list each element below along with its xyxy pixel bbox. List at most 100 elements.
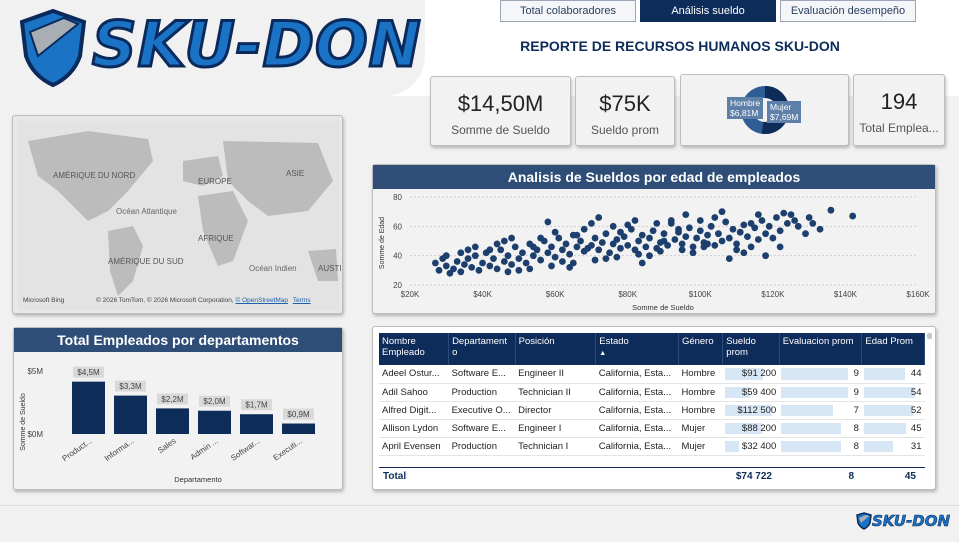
scatter-point-131[interactable] [573, 231, 581, 239]
scatter-point-143[interactable] [551, 228, 559, 236]
scatter-point-85[interactable] [740, 221, 748, 229]
scatter-point-23[interactable] [515, 255, 523, 262]
scatter-point-10[interactable] [468, 264, 476, 271]
scatter-point-40[interactable] [577, 237, 584, 245]
scatter-point-27[interactable] [529, 252, 537, 260]
scatter-point-22[interactable] [511, 243, 519, 251]
scatter-point-82[interactable] [729, 225, 737, 233]
scatter-point-136[interactable] [529, 243, 537, 251]
scatter-point-122[interactable] [595, 214, 603, 221]
scatter-point-7[interactable] [457, 268, 465, 276]
col-header-department[interactable]: Departament o [448, 333, 516, 365]
scatter-point-115[interactable] [689, 249, 697, 257]
scatter-point-142[interactable] [508, 234, 515, 242]
table-row[interactable]: April Evensen Production Technician I Calif… [379, 437, 925, 456]
scatter-point-96[interactable] [780, 209, 788, 217]
scatter-point-123[interactable] [638, 259, 646, 267]
salary-age-scatter[interactable]: Analisis de Sueldos por edad de empleado… [372, 164, 936, 314]
scatter-point-24[interactable] [519, 249, 526, 257]
scatter-point-95[interactable] [776, 227, 784, 235]
scatter-point-63[interactable] [660, 230, 668, 238]
scatter-point-81[interactable] [725, 234, 733, 242]
scatter-point-155[interactable] [613, 253, 621, 261]
tab-evaluacion-desempeno[interactable]: Evaluación desempeño [780, 0, 916, 22]
scatter-point-138[interactable] [486, 246, 494, 254]
scatter-point-117[interactable] [733, 246, 740, 254]
col-header-salary[interactable]: Sueldo prom [722, 333, 780, 365]
scatter-point-57[interactable] [638, 231, 646, 239]
scatter-point-90[interactable] [758, 217, 766, 224]
col-header-state[interactable]: Estado ▲ [595, 333, 679, 365]
scatter-point-25[interactable] [522, 259, 530, 267]
scatter-point-15[interactable] [486, 262, 494, 270]
scatter-point-73[interactable] [696, 227, 704, 235]
scatter-point-86[interactable] [744, 233, 751, 240]
col-header-gender[interactable]: Género [678, 333, 724, 365]
scatter-point-60[interactable] [649, 227, 657, 235]
osm-link[interactable]: © OpenStreetMap [235, 297, 289, 304]
bar-0[interactable] [72, 381, 105, 434]
scatter-point-92[interactable] [765, 222, 773, 230]
scatter-point-112[interactable] [624, 221, 632, 229]
scatter-point-113[interactable] [646, 252, 653, 260]
scatter-point-20[interactable] [504, 252, 512, 260]
scatter-point-0[interactable] [432, 259, 439, 267]
scatter-point-36[interactable] [562, 240, 570, 248]
scatter-point-105[interactable] [464, 246, 472, 254]
table-row[interactable]: Adeel Ostur... Software E... Engineer II Ca… [379, 365, 925, 384]
scatter-point-116[interactable] [711, 214, 719, 221]
scatter-point-51[interactable] [617, 244, 624, 252]
scatter-point-133[interactable] [660, 237, 668, 245]
scatter-point-83[interactable] [733, 240, 740, 248]
scatter-point-33[interactable] [551, 253, 559, 261]
scatter-point-111[interactable] [602, 255, 610, 262]
scatter-point-148[interactable] [791, 217, 799, 224]
scatter-point-97[interactable] [783, 220, 791, 227]
scatter-point-1[interactable] [435, 266, 443, 274]
scatter-point-157[interactable] [656, 247, 664, 255]
scatter-point-45[interactable] [595, 246, 603, 254]
scatter-point-144[interactable] [588, 220, 595, 227]
scatter-point-106[interactable] [493, 240, 501, 248]
scatter-point-79[interactable] [718, 237, 726, 245]
scatter-point-140[interactable] [442, 252, 450, 260]
col-header-name[interactable]: Nombre Empleado [379, 333, 450, 365]
scatter-point-135[interactable] [747, 220, 755, 227]
scatter-point-19[interactable] [500, 258, 508, 265]
scatter-point-156[interactable] [635, 250, 642, 258]
scatter-point-110[interactable] [580, 225, 588, 233]
tab-analisis-sueldo[interactable]: Análisis sueldo [640, 0, 776, 22]
tab-total-colaboradores[interactable]: Total colaboradores [500, 0, 636, 22]
kpi-card-salary-avg[interactable]: $75K Sueldo prom [575, 76, 675, 146]
scatter-point-29[interactable] [537, 256, 545, 264]
scatter-point-72[interactable] [693, 234, 701, 242]
scatter-point-84[interactable] [736, 228, 744, 236]
table-row[interactable]: Alfred Digit... Executive O... Director Cal… [379, 401, 925, 420]
scatter-point-139[interactable] [457, 249, 465, 257]
scatter-point-39[interactable] [573, 243, 581, 251]
scatter-point-132[interactable] [617, 228, 624, 236]
scatter-point-71[interactable] [689, 243, 697, 251]
bar-2[interactable] [156, 408, 189, 434]
scatter-point-149[interactable] [805, 214, 813, 221]
scatter-point-126[interactable] [762, 252, 769, 260]
employee-table[interactable]: Nombre Empleado Departament o Posición E… [372, 326, 936, 490]
scatter-point-153[interactable] [569, 259, 577, 267]
scatter-point-31[interactable] [544, 249, 552, 257]
scatter-point-89[interactable] [754, 236, 762, 243]
scatter-point-80[interactable] [722, 218, 730, 226]
table-scrollbar[interactable] [927, 333, 932, 339]
scatter-point-87[interactable] [747, 243, 755, 251]
scatter-point-118[interactable] [754, 211, 762, 218]
scatter-point-151[interactable] [526, 265, 534, 273]
scatter-point-101[interactable] [809, 220, 817, 227]
scatter-point-146[interactable] [675, 225, 682, 233]
scatter-point-145[interactable] [631, 217, 639, 224]
scatter-point-12[interactable] [475, 266, 483, 274]
scatter-point-37[interactable] [566, 250, 574, 258]
scatter-point-78[interactable] [715, 230, 722, 238]
scatter-point-107[interactable] [515, 266, 523, 274]
scatter-point-48[interactable] [606, 249, 613, 257]
scatter-point-98[interactable] [787, 211, 795, 218]
scatter-point-17[interactable] [493, 265, 501, 273]
